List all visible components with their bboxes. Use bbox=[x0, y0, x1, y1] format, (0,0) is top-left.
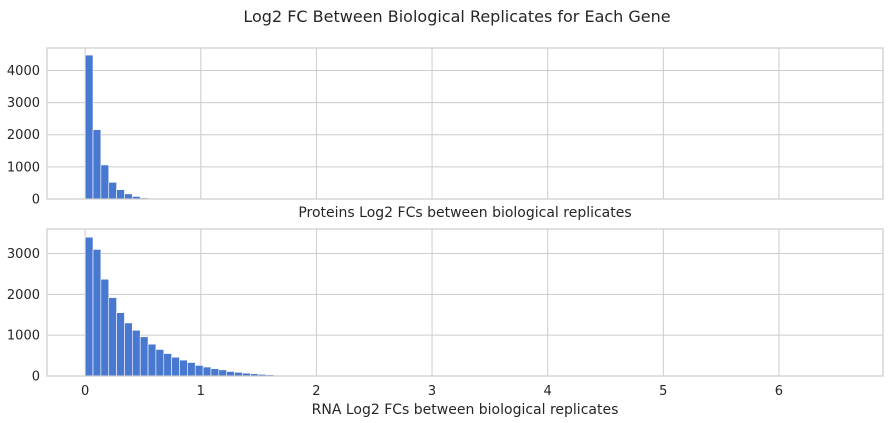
x-tick-label: 1 bbox=[197, 384, 205, 399]
y-tick-label: 3000 bbox=[7, 96, 40, 111]
proteins-subplot: 0 1000 2000 3000 4000 bbox=[7, 47, 884, 208]
x-tick-label: 2 bbox=[312, 384, 320, 399]
x-tick-label: 4 bbox=[544, 384, 552, 399]
x-tick-label: 0 bbox=[81, 384, 89, 399]
histogram-bar bbox=[202, 366, 212, 377]
x-tick-label: 5 bbox=[659, 384, 667, 399]
histogram-bar bbox=[187, 362, 196, 377]
y-tick-label: 3000 bbox=[7, 247, 40, 262]
histogram-bar bbox=[171, 356, 180, 377]
rna-xlabel: RNA Log2 FCs between biological replicat… bbox=[312, 402, 619, 418]
histogram-bar bbox=[163, 353, 172, 377]
y-tick-label: 0 bbox=[32, 370, 40, 385]
y-tick-label: 2000 bbox=[7, 288, 40, 303]
histogram-bar bbox=[84, 54, 94, 200]
histogram-bar bbox=[194, 365, 204, 377]
histogram-bar bbox=[124, 193, 133, 200]
histogram-bar bbox=[147, 343, 157, 377]
histogram-bar bbox=[92, 129, 102, 200]
histogram-bar bbox=[124, 322, 133, 377]
histogram-bar bbox=[116, 312, 125, 377]
proteins-xlabel: Proteins Log2 FCs between biological rep… bbox=[298, 205, 631, 221]
histogram-bar bbox=[100, 278, 110, 377]
y-tick-label: 4000 bbox=[7, 64, 40, 79]
y-tick-label: 1000 bbox=[7, 160, 40, 175]
histogram-bar bbox=[108, 181, 117, 200]
histogram-bar bbox=[226, 371, 235, 377]
histogram-bar bbox=[210, 368, 220, 377]
chart-title: Log2 FC Between Biological Replicates fo… bbox=[243, 7, 670, 26]
histogram-bar bbox=[92, 249, 102, 377]
histogram-bar bbox=[139, 336, 149, 377]
histogram-bar bbox=[84, 236, 94, 377]
histogram-bar bbox=[179, 359, 188, 377]
axes-frame bbox=[46, 47, 884, 200]
x-tick-label: 6 bbox=[775, 384, 783, 399]
axes-frame bbox=[46, 228, 884, 377]
rna-subplot: 0 1000 2000 3000 0 1 2 3 4 5 6 bbox=[7, 228, 884, 399]
histogram-bar bbox=[116, 189, 125, 200]
histogram-bar bbox=[100, 164, 110, 200]
histogram-bar bbox=[218, 369, 227, 377]
x-tick-label: 3 bbox=[428, 384, 436, 399]
histogram-bar bbox=[155, 349, 165, 377]
y-tick-label: 1000 bbox=[7, 329, 40, 344]
y-tick-label: 0 bbox=[32, 193, 40, 208]
y-tick-label: 2000 bbox=[7, 128, 40, 143]
histogram-bar bbox=[108, 297, 117, 377]
histogram-bar bbox=[132, 329, 141, 377]
